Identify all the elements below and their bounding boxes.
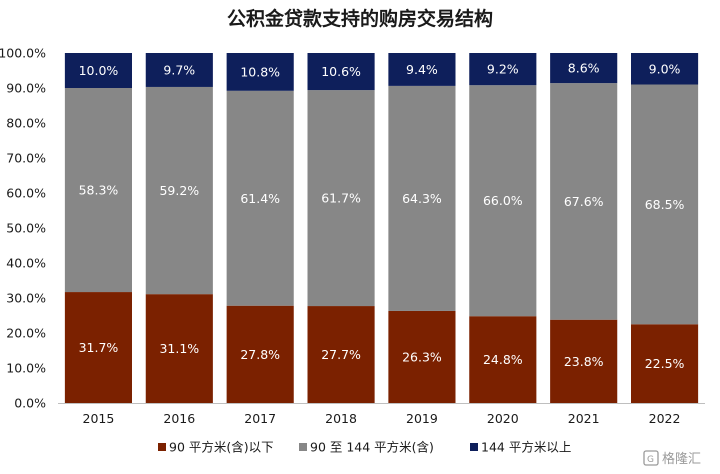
chart-title: 公积金贷款支持的购房交易结构 xyxy=(227,7,493,30)
x-axis: 2015 2016 2017 2018 2019 2020 2021 2022 xyxy=(58,403,705,426)
bar-segment-3 xyxy=(64,53,133,88)
watermark: G 格隆汇 xyxy=(643,450,701,467)
bar-value-label: 27.7% xyxy=(321,347,361,362)
y-axis: 0.0% 10.0% 20.0% 30.0% 40.0% 50.0% 60.0% 70.0% 8… xyxy=(0,46,46,411)
bar-value-label: 59.2% xyxy=(159,183,199,198)
bar-value-label: 31.7% xyxy=(79,340,119,355)
glh-logo-icon-glyph: G xyxy=(647,455,654,465)
x-tick-label: 2020 xyxy=(487,411,519,426)
bar-value-label: 10.0% xyxy=(79,63,119,78)
bar-segment-1 xyxy=(388,310,456,403)
bar-segment-2 xyxy=(630,84,699,325)
legend: 90 平方米(含)以下 90 至 144 平方米(含) 144 平方米以上 xyxy=(158,440,571,455)
legend-swatch xyxy=(299,443,307,451)
bar-value-label: 9.0% xyxy=(649,61,681,76)
bar-segment-1 xyxy=(469,316,537,403)
bar-segment-2 xyxy=(469,85,537,317)
bar-segment-2 xyxy=(550,83,618,320)
watermark-text: 格隆汇 xyxy=(662,451,701,467)
y-tick-label: 20.0% xyxy=(6,326,46,341)
bar-value-label: 26.3% xyxy=(402,349,442,364)
legend-label: 90 至 144 平方米(含) xyxy=(310,440,434,455)
bar-segment-3 xyxy=(550,53,618,84)
bar-value-label: 66.0% xyxy=(483,193,523,208)
y-tick-label: 60.0% xyxy=(6,186,46,201)
bar-segment-1 xyxy=(226,305,294,403)
legend-swatch xyxy=(158,443,166,451)
bar-segment-3 xyxy=(307,53,375,91)
bar-segment-1 xyxy=(64,292,133,403)
x-tick-label: 2016 xyxy=(163,411,195,426)
bar-value-label: 61.4% xyxy=(240,191,280,206)
x-tick-label: 2015 xyxy=(83,411,115,426)
bar-value-label: 9.7% xyxy=(163,62,195,77)
bar-segment-3 xyxy=(630,53,699,85)
bar-segment-2 xyxy=(307,90,375,307)
x-tick-label: 2018 xyxy=(325,411,357,426)
y-tick-label: 70.0% xyxy=(6,151,46,166)
bar-segment-3 xyxy=(469,53,537,86)
x-tick-label: 2017 xyxy=(244,411,276,426)
y-tick-label: 40.0% xyxy=(6,256,46,271)
bar-value-label: 27.8% xyxy=(240,347,280,362)
bar-value-label: 58.3% xyxy=(79,183,119,198)
bar-value-label: 67.6% xyxy=(564,194,604,209)
bar-segment-2 xyxy=(388,85,456,311)
glh-logo-icon xyxy=(643,450,659,466)
bar-value-label: 22.5% xyxy=(645,356,685,371)
bar-segment-3 xyxy=(388,53,456,86)
bar-segment-1 xyxy=(307,306,375,403)
bar-value-label: 10.8% xyxy=(240,64,280,79)
bar-value-label: 31.1% xyxy=(159,341,199,356)
legend-swatch xyxy=(470,443,478,451)
bar-value-label: 68.5% xyxy=(645,197,685,212)
bar-segment-1 xyxy=(550,319,618,403)
bar-segment-1 xyxy=(145,294,213,403)
legend-label: 90 平方米(含)以下 xyxy=(169,440,274,455)
bar-segment-2 xyxy=(226,90,294,306)
y-tick-label: 80.0% xyxy=(6,116,46,131)
y-tick-label: 100.0% xyxy=(0,46,46,61)
legend-label: 144 平方米以上 xyxy=(481,440,571,455)
bar-segment-2 xyxy=(64,88,133,293)
bar-segment-3 xyxy=(226,53,294,91)
bar-value-label: 23.8% xyxy=(564,354,604,369)
x-tick-label: 2019 xyxy=(406,411,438,426)
bar-segment-3 xyxy=(145,53,213,87)
y-tick-label: 10.0% xyxy=(6,361,46,376)
bar-value-label: 61.7% xyxy=(321,191,361,206)
bars: 31.7% 58.3% 10.0% 31.1% 59.2% 9.7% 27.8% 61.4% 1… xyxy=(64,53,699,403)
bar-value-label: 9.4% xyxy=(406,62,438,77)
bar-value-label: 9.2% xyxy=(487,62,519,77)
x-tick-label: 2022 xyxy=(649,411,681,426)
bar-segment-2 xyxy=(145,86,213,295)
bar-segment-1 xyxy=(630,324,699,403)
y-tick-label: 50.0% xyxy=(6,221,46,236)
y-tick-label: 0.0% xyxy=(14,396,46,411)
y-tick-label: 90.0% xyxy=(6,81,46,96)
bar-value-label: 8.6% xyxy=(568,61,600,76)
bar-value-label: 10.6% xyxy=(321,64,361,79)
bar-value-label: 24.8% xyxy=(483,352,523,367)
y-tick-label: 30.0% xyxy=(6,291,46,306)
x-tick-label: 2021 xyxy=(568,411,600,426)
bar-value-label: 64.3% xyxy=(402,191,442,206)
